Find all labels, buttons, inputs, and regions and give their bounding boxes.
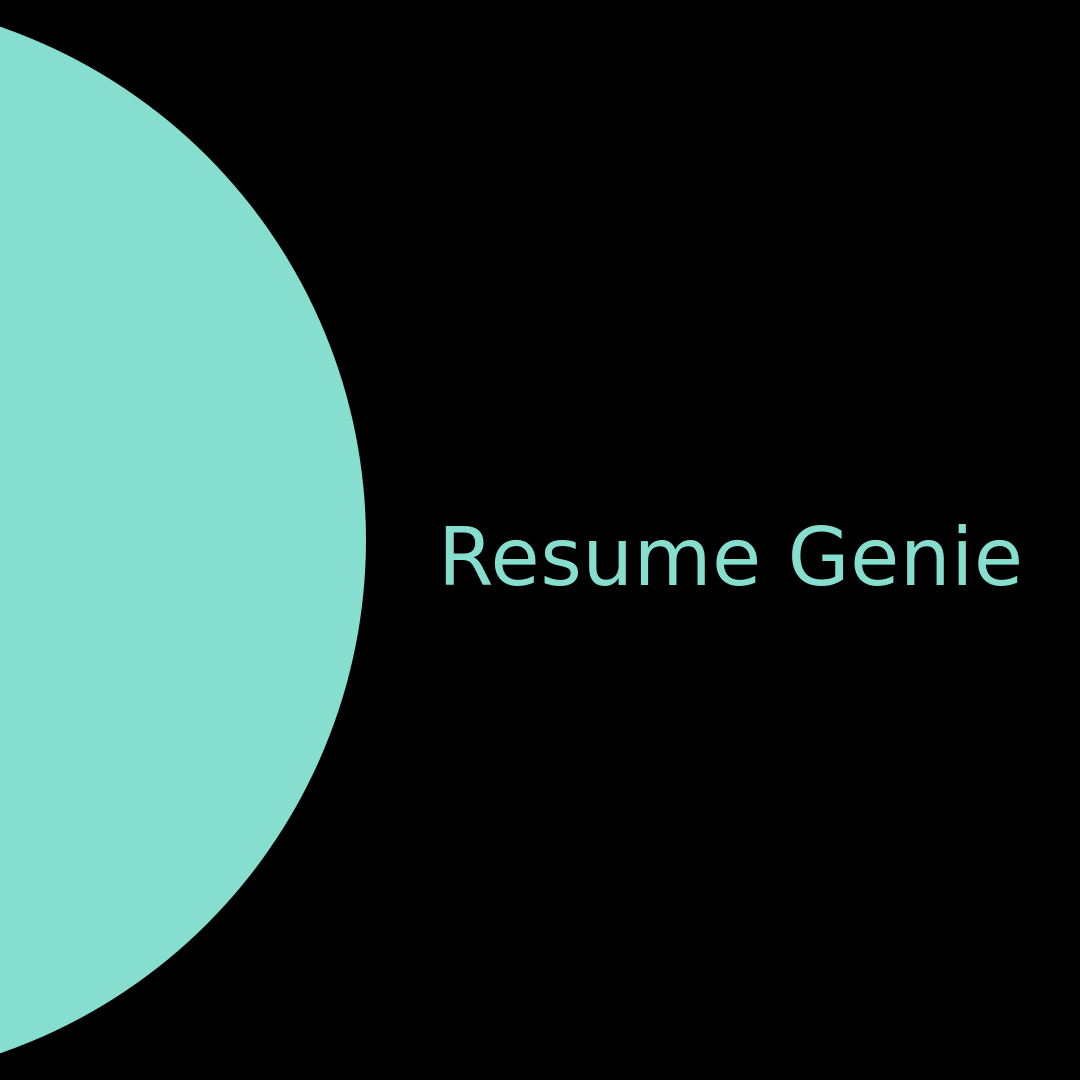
brand-circle-shape — [0, 0, 366, 1080]
brand-name: Resume Genie — [438, 511, 1024, 604]
